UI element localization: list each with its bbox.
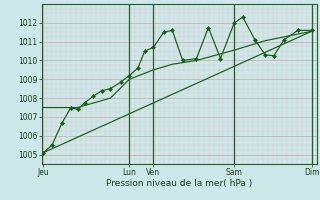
X-axis label: Pression niveau de la mer( hPa ): Pression niveau de la mer( hPa ) [106, 179, 252, 188]
